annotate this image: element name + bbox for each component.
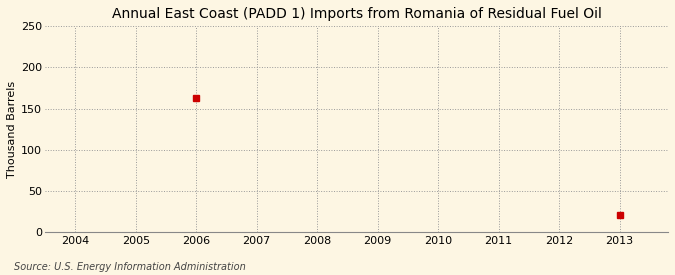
Y-axis label: Thousand Barrels: Thousand Barrels <box>7 81 17 178</box>
Text: Source: U.S. Energy Information Administration: Source: U.S. Energy Information Administ… <box>14 262 245 272</box>
Title: Annual East Coast (PADD 1) Imports from Romania of Residual Fuel Oil: Annual East Coast (PADD 1) Imports from … <box>111 7 601 21</box>
